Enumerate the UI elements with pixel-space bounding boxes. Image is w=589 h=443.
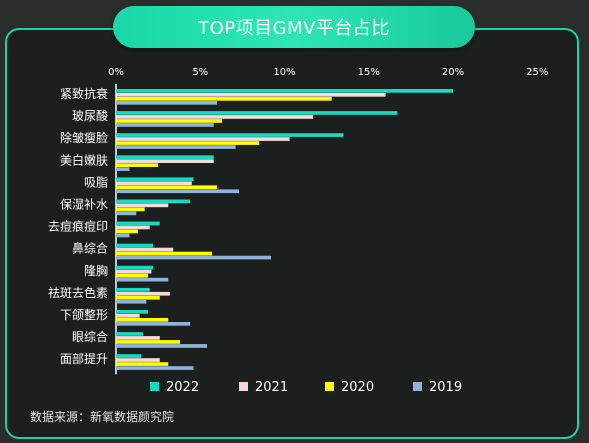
bar-2020-10 (116, 318, 169, 322)
bar-2020-7 (116, 251, 213, 256)
bar-2022-11 (116, 332, 143, 336)
bar-2021-6 (116, 225, 150, 230)
category-label: 美白嫩肤 (60, 152, 108, 167)
bar-2021-11 (116, 336, 160, 340)
category-label: 去痘痕痘印 (48, 219, 108, 234)
category-label: 面部提升 (60, 351, 108, 366)
chart-title: TOP项目GMV平台占比 (113, 6, 475, 48)
bar-2019-10 (116, 322, 191, 326)
legend-swatch-2021 (239, 382, 248, 391)
bar-2019-0 (116, 101, 218, 105)
legend-label-2019: 2019 (429, 380, 462, 395)
bar-2022-12 (116, 354, 142, 358)
bar-2021-5 (116, 203, 169, 208)
bar-2020-0 (116, 97, 332, 101)
x-tick-label: 5% (192, 67, 208, 78)
bar-2020-8 (116, 273, 149, 278)
category-label: 鼻综合 (72, 241, 108, 256)
category-label: 玻尿酸 (72, 108, 108, 123)
bar-2022-4 (116, 177, 194, 182)
x-tick-label: 25% (526, 67, 548, 78)
category-label: 祛斑去色素 (48, 286, 108, 300)
category-label: 保湿补水 (60, 197, 108, 212)
x-tick-label: 20% (442, 67, 464, 78)
bar-2020-11 (116, 340, 181, 344)
bar-2021-10 (116, 314, 140, 318)
bar-2019-12 (116, 366, 194, 370)
bar-2020-1 (116, 119, 223, 123)
legend-swatch-2019 (413, 382, 422, 391)
bar-2019-8 (116, 277, 169, 282)
bar-2020-6 (116, 229, 138, 234)
category-label: 隆胸 (84, 263, 108, 278)
bar-2019-7 (116, 255, 272, 260)
bar-2022-8 (116, 265, 154, 270)
bar-2019-6 (116, 233, 130, 238)
bar-2022-1 (116, 111, 398, 115)
bar-2019-4 (116, 189, 240, 194)
bar-2019-11 (116, 344, 207, 348)
bar-2022-2 (116, 133, 344, 137)
category-label: 下颌整形 (60, 307, 108, 322)
bar-2020-12 (116, 362, 169, 366)
data-source: 数据来源：新氧数据颜究院 (30, 410, 175, 424)
bar-2022-9 (116, 287, 150, 292)
bar-2022-7 (116, 243, 154, 248)
bar-2020-4 (116, 185, 218, 190)
bar-2021-0 (116, 93, 386, 97)
bar-2021-2 (116, 137, 290, 141)
bar-2021-7 (116, 247, 174, 252)
bar-2019-5 (116, 211, 137, 216)
bar-2021-4 (116, 181, 192, 186)
x-tick-label: 15% (358, 67, 380, 78)
bar-2021-3 (116, 159, 214, 163)
bar-2020-3 (116, 163, 159, 167)
bar-2021-1 (116, 115, 314, 119)
bar-2022-10 (116, 310, 149, 314)
bar-2020-9 (116, 295, 160, 300)
bar-2022-3 (116, 155, 214, 159)
bar-2019-9 (116, 299, 147, 304)
bar-2022-5 (116, 199, 191, 204)
bar-2022-0 (116, 89, 453, 93)
bar-2021-12 (116, 358, 160, 362)
bar-2019-2 (116, 145, 236, 149)
x-tick-label: 10% (273, 67, 295, 78)
legend-swatch-2020 (325, 382, 334, 391)
bar-2022-6 (116, 221, 160, 226)
legend-label-2022: 2022 (166, 380, 199, 395)
legend-label-2020: 2020 (341, 380, 374, 395)
category-label: 眼综合 (72, 329, 108, 344)
bar-2021-9 (116, 291, 170, 296)
category-label: 紧致抗衰 (60, 86, 108, 101)
legend-swatch-2022 (150, 382, 159, 391)
category-label: 吸脂 (84, 174, 108, 189)
category-label: 除皱瘦脸 (60, 130, 108, 145)
bar-2019-1 (116, 123, 214, 127)
legend-label-2021: 2021 (255, 380, 288, 395)
bar-2020-5 (116, 207, 145, 212)
bar-2021-8 (116, 269, 152, 274)
bar-2020-2 (116, 141, 260, 145)
bar-2019-3 (116, 167, 130, 171)
x-tick-label: 0% (108, 67, 124, 78)
